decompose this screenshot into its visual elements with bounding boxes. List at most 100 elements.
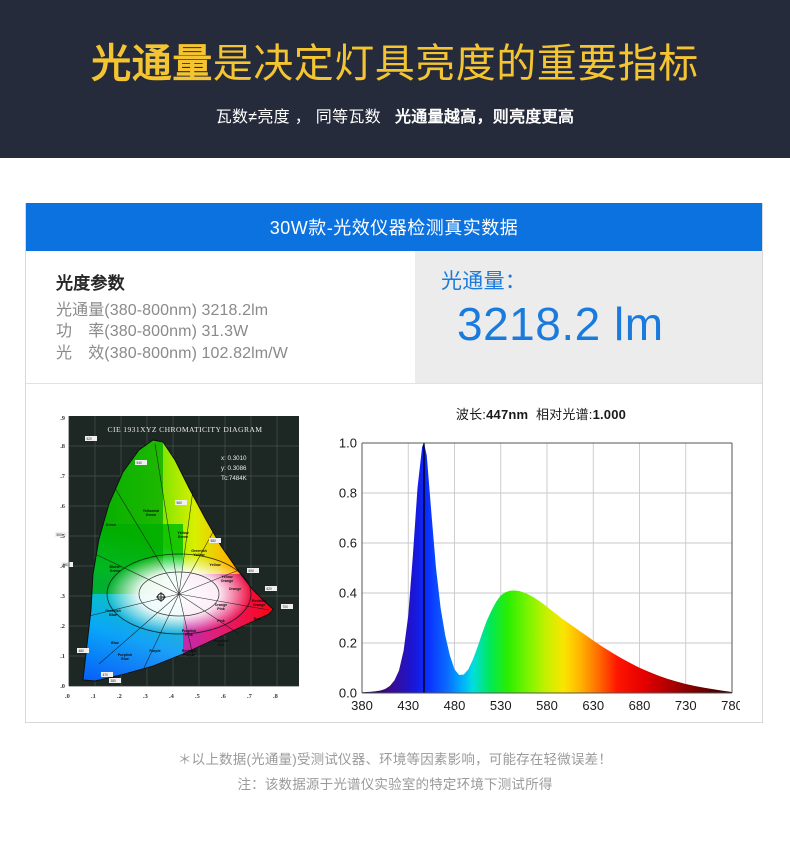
specs-row: 光度参数 光通量(380-800nm) 3218.2lm 功 率(380-800… (26, 251, 762, 384)
svg-text:480: 480 (79, 649, 85, 653)
svg-text:.6: .6 (221, 693, 227, 700)
spectrum-chart-container: 波长:447nm 相对光谱:1.000 (312, 404, 762, 722)
disclaimer-note: ＊以上数据(光通量)受测试仪器、环境等因素影响，可能存在轻微误差！ 注：该数据源… (0, 748, 790, 798)
spectrum-y-tick: 0.2 (339, 636, 357, 651)
luminous-flux-label: 光通量： (441, 270, 527, 293)
svg-text:560: 560 (177, 501, 183, 505)
svg-text:540: 540 (137, 461, 143, 465)
svg-text:520: 520 (87, 437, 93, 441)
page-title-rest: 是决定灯具亮度的重要指标 (212, 42, 699, 87)
cie-y-tick-labels: .9 .8 .7 .6 .5 .4 .3 .2 .1 .0 (60, 415, 66, 690)
spectrum-relative-value: 1.000 (592, 407, 627, 422)
page-subtitle-bold: 光通量越高，则亮度更高 (394, 108, 575, 126)
svg-text:.4: .4 (60, 563, 66, 570)
cie-tick-rail (68, 416, 299, 687)
svg-text:.1: .1 (91, 693, 96, 700)
spectrum-chart-title: 波长:447nm 相对光谱:1.000 (342, 404, 740, 423)
page-title-highlight: 光通量 (91, 42, 213, 87)
svg-text:.3: .3 (143, 693, 148, 700)
spectrum-y-tick: 1.0 (339, 436, 357, 451)
page-subtitle: 瓦数≠亮度 ， 同等瓦数 光通量越高，则亮度更高 (216, 103, 575, 127)
svg-text:600: 600 (249, 569, 255, 573)
cie-chart-container: CIE 1931XYZ CHROMATICITY DIAGRAM x: 0.30… (26, 404, 312, 722)
svg-text:.3: .3 (60, 593, 65, 600)
spectrum-y-tick-labels: 0.0 0.2 0.4 0.6 0.8 1.0 (339, 436, 357, 701)
cie-wavelength-marks: 520 540 560 580 600 620 700 500 490 480 … (55, 436, 293, 683)
svg-text:500: 500 (57, 533, 63, 537)
svg-text:.2: .2 (117, 693, 122, 700)
spectrum-x-tick-labels: 380 430 480 530 580 630 680 730 780 (351, 698, 743, 713)
spectrum-x-tick: 780 (721, 698, 740, 713)
spectrum-wavelength-label: 波长: (455, 407, 487, 422)
disclaimer-line-1: ＊以上数据(光通量)受测试仪器、环境等因素影响，可能存在轻微误差！ (177, 752, 613, 767)
spectrum-x-tick: 530 (490, 698, 512, 713)
cie-readout-tc: Tc:7484K (221, 475, 248, 482)
svg-text:.5: .5 (195, 693, 200, 700)
report-card: 30W款-光效仪器检测真实数据 光度参数 光通量(380-800nm) 3218… (25, 203, 763, 723)
cie-title: CIE 1931XYZ CHROMATICITY DIAGRAM (108, 425, 263, 434)
cie-x-tick-labels: .0 .1 .2 .3 .4 .5 .6 .7 .8 (65, 693, 278, 700)
cie-chromaticity-diagram: CIE 1931XYZ CHROMATICITY DIAGRAM x: 0.30… (43, 404, 307, 709)
cie-gamut-outline (82, 439, 274, 682)
spectrum-area-path (362, 443, 732, 693)
svg-text:Purple: Purple (149, 649, 160, 653)
svg-text:.1: .1 (60, 653, 65, 660)
spectrum-y-tick: 0.4 (339, 586, 357, 601)
card-banner-title: 30W款-光效仪器检测真实数据 (26, 203, 762, 251)
svg-text:Green: Green (106, 523, 116, 527)
svg-text:Red: Red (254, 617, 261, 621)
spectrum-x-tick: 380 (351, 698, 373, 713)
svg-text:.5: .5 (60, 533, 65, 540)
spec-line-power: 功 率(380-800nm) 31.3W (56, 323, 249, 341)
svg-text:.8: .8 (273, 693, 278, 700)
cie-readout: x: 0.3010 y: 0.3086 Tc:7484K (221, 455, 248, 482)
cie-region-dividers (88, 443, 270, 671)
cie-white-point-marker (156, 592, 166, 602)
svg-text:700: 700 (283, 605, 289, 609)
svg-text:470: 470 (103, 673, 109, 677)
spectrum-x-tick: 680 (629, 698, 651, 713)
spectrum-wavelength-value: 447nm (486, 407, 529, 422)
spec-line-luminous-flux: 光通量(380-800nm) 3218.2lm (56, 302, 269, 319)
svg-text:490: 490 (63, 563, 69, 567)
spectrum-x-tick: 480 (444, 698, 466, 713)
svg-text:Blue: Blue (111, 641, 119, 645)
svg-text:380: 380 (111, 679, 117, 683)
svg-text:Yellow: Yellow (209, 563, 220, 567)
spectrum-x-tick: 630 (582, 698, 604, 713)
svg-text:.9: .9 (60, 415, 65, 422)
page-subtitle-thin: 瓦数≠亮度 ， 同等瓦数 (215, 108, 381, 126)
svg-text:.4: .4 (169, 693, 175, 700)
svg-text:.8: .8 (60, 443, 65, 450)
spectrum-x-tick: 730 (675, 698, 697, 713)
svg-text:.0: .0 (65, 693, 70, 700)
spectrum-y-tick: 0.8 (339, 486, 357, 501)
svg-text:.7: .7 (247, 693, 253, 700)
spectrum-x-tick: 430 (397, 698, 419, 713)
svg-text:620: 620 (267, 587, 273, 591)
svg-text:.7: .7 (60, 473, 66, 480)
spectrum-relative-label: 相对光谱: (535, 407, 593, 422)
svg-text:.6: .6 (60, 503, 66, 510)
spectrum-svg: 380 430 480 530 580 630 680 730 780 0.0 0.2 0.4 0.6… (339, 436, 743, 714)
svg-text:.0: .0 (60, 683, 65, 690)
spectrum-y-tick: 0.6 (339, 536, 357, 551)
svg-text:Orange: Orange (229, 587, 242, 591)
svg-text:.2: .2 (60, 623, 65, 630)
cie-readout-y: y: 0.3086 (221, 465, 247, 472)
photometric-parameters-heading: 光度参数 (56, 274, 125, 293)
svg-text:580: 580 (211, 539, 217, 543)
charts-row: CIE 1931XYZ CHROMATICITY DIAGRAM x: 0.30… (26, 384, 762, 722)
page-title: 光通量是决定灯具亮度的重要指标 (91, 41, 699, 88)
